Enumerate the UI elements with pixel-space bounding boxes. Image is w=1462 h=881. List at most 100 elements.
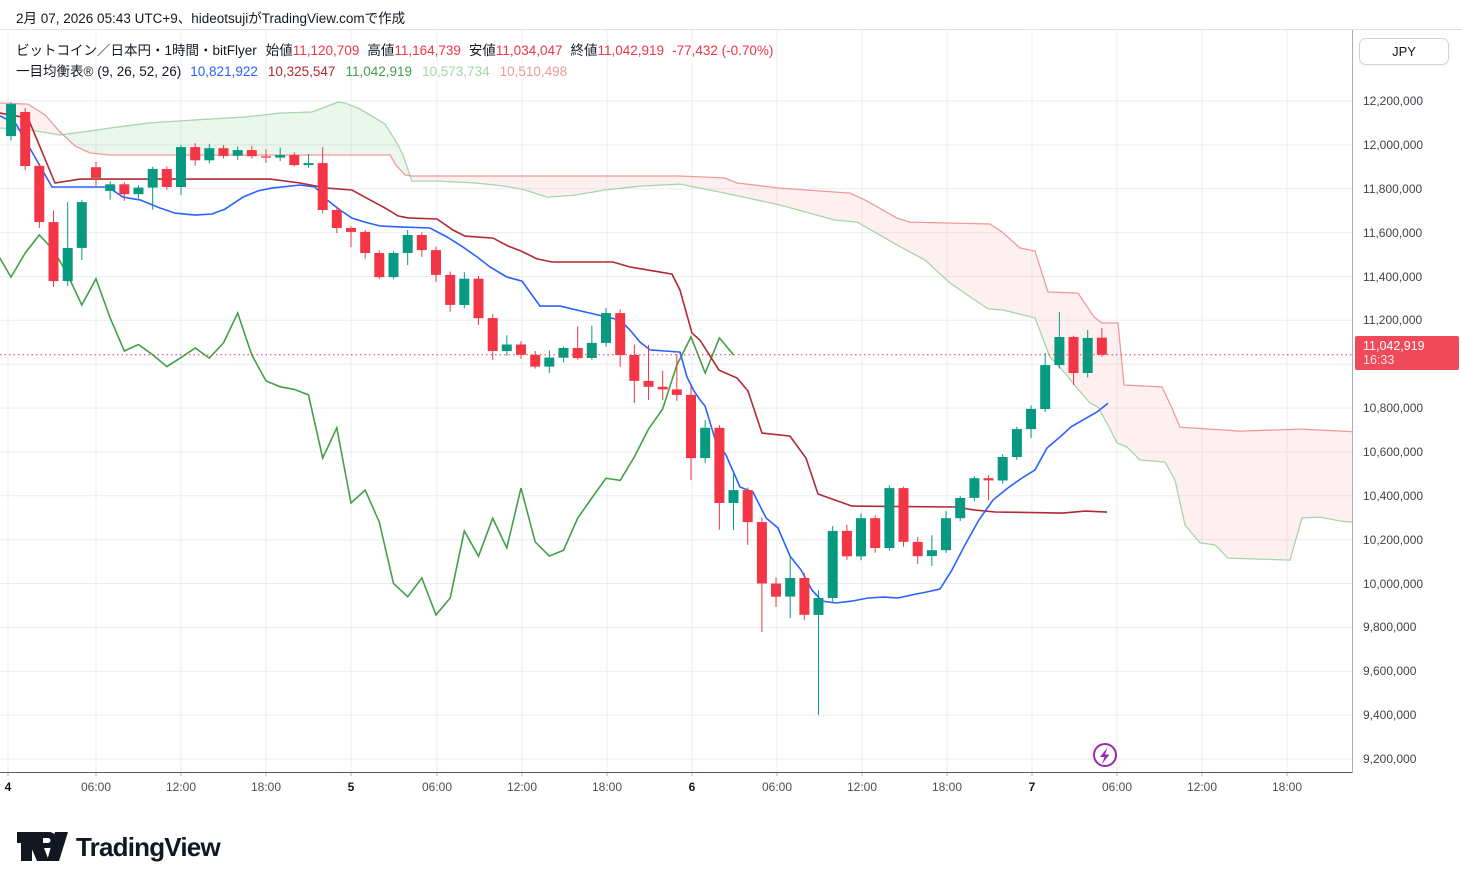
candle [303,163,314,166]
ichimoku-value: 10,325,547 [267,64,336,79]
ichimoku-value: 11,042,919 [345,64,413,79]
price-chart-canvas[interactable]: TradingView [0,0,1352,881]
time-axis-label: 12:00 [1186,780,1218,794]
time-axis-label: 12:00 [506,780,538,794]
last-price-badge[interactable]: 11,042,919 16:33 [1355,335,1459,370]
candle [955,498,966,519]
ohlc-value: 11,034,047 [495,43,563,58]
candle [728,490,739,503]
candle [6,104,16,137]
candle [48,222,59,282]
price-axis-label: 12,000,000 [1363,137,1424,152]
candle [1054,337,1065,366]
candle [1082,337,1093,373]
candle [416,235,427,251]
candle [742,490,753,523]
tradingview-logo-text: TradingView [76,832,221,862]
ohlc-label: 始値 [265,43,293,58]
time-axis-label: 06:00 [761,780,793,794]
ohlc-label: 安値 [468,43,496,58]
ohlc-label: 高値 [367,43,395,58]
price-axis-label: 10,200,000 [1363,532,1424,547]
candle [119,184,130,195]
price-axis-label: 9,400,000 [1363,708,1417,723]
candle [1026,408,1036,430]
price-axis-label: 10,600,000 [1363,444,1424,459]
candle [388,253,399,278]
candle [586,342,597,358]
candle [530,354,541,367]
ohlc-value: 11,042,919 [597,43,665,58]
time-axis-label: 18:00 [1271,780,1303,794]
chart-pane[interactable]: TradingView ビットコイン／日本円・1時間・bitFlyer 始値11,… [0,0,1352,881]
candlestick-series [6,102,1107,716]
snapshot-header: 2月 07, 2026 05:43 UTC+9、hideotsujiがTradi… [0,0,1462,30]
candle [572,348,583,359]
candle [1040,365,1051,409]
candle [331,210,342,228]
price-axis-label: 11,400,000 [1363,269,1423,284]
time-axis-label: 06:00 [421,780,453,794]
candle [516,344,526,355]
indicator-title[interactable]: 一目均衡表® [16,64,94,79]
senkou-b-line [0,102,1352,433]
candle [105,184,116,191]
tradingview-logo-icon[interactable]: TradingView [17,832,222,862]
senkou-a-line [0,101,1352,561]
candle [20,112,31,166]
kijun-line [0,112,1108,514]
time-axis-label: 06:00 [1101,780,1133,794]
grid [0,30,1352,772]
candle [700,427,711,459]
price-axis-label: 9,800,000 [1363,620,1417,635]
candle [813,598,824,615]
ohlc-value: 11,164,739 [394,43,461,58]
candle [289,155,300,166]
lightning-icon[interactable] [1093,743,1117,767]
candle [218,148,229,156]
time-axis-label: 18:00 [931,780,963,794]
candle [856,518,866,557]
chikou-line [0,233,735,617]
creation-attribution: 2月 07, 2026 05:43 UTC+9、hideotsujiがTradi… [16,11,406,26]
tenkan-line [0,115,1109,604]
candle [473,278,484,319]
currency-toggle-button[interactable]: JPY [1359,38,1449,65]
chart-legend: ビットコイン／日本円・1時間・bitFlyer 始値11,120,709 高値11,… [16,40,773,82]
time-axis-label: 6 [688,780,696,794]
candle [997,457,1008,481]
symbol-title[interactable]: ビットコイン／日本円・1時間・bitFlyer [16,43,257,58]
ohlc-label: 終値 [570,43,598,58]
legend-indicator-row: 一目均衡表® (9, 26, 52, 26) 10,821,922 10,325,5… [16,61,773,82]
price-axis-label: 10,000,000 [1363,576,1424,591]
price-axis-label: 9,600,000 [1363,664,1417,679]
candle [926,550,937,557]
price-axis-label: 12,200,000 [1363,94,1424,108]
candle [1096,337,1107,355]
candle [615,313,626,355]
price-axis-label: 11,200,000 [1363,313,1423,328]
candle [601,313,611,343]
candle [686,394,696,459]
ichimoku-cloud [0,101,1352,561]
candle [431,250,441,275]
price-axis-label: 10,400,000 [1363,488,1424,503]
candle [360,231,371,253]
time-axis-label: 18:00 [250,780,282,794]
candle [204,148,215,161]
price-axis-label: 9,200,000 [1363,752,1417,766]
time-axis-label: 12:00 [165,780,197,794]
candle [671,389,682,395]
time-axis-label: 4 [4,780,12,794]
candle [827,530,838,598]
candle [870,518,881,548]
candle [346,228,356,232]
candle [799,578,810,615]
price-axis[interactable]: JPY 12,200,000 12,000,000 11,800,000 11,600… [1352,30,1462,773]
candle [912,541,923,557]
ohlc-value: 11,120,709 [292,43,360,58]
candle [246,150,257,157]
candle [544,357,555,367]
candle [62,248,73,282]
